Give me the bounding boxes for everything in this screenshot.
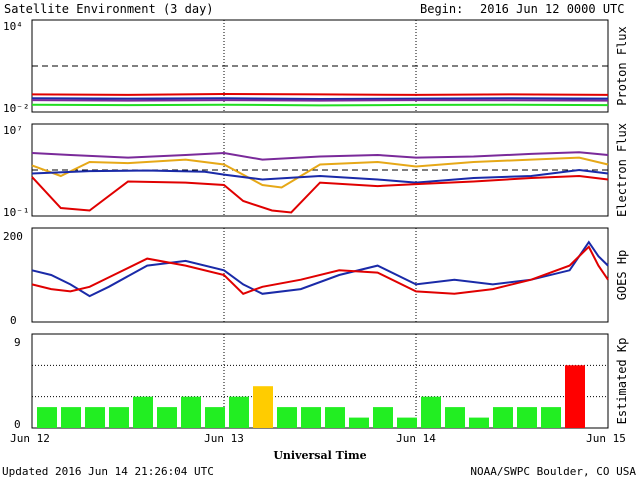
kp-bar bbox=[229, 396, 249, 428]
series-line-1 bbox=[31, 92, 609, 96]
series-line-3 bbox=[31, 99, 609, 102]
kp-bar bbox=[565, 365, 585, 428]
kp-bar bbox=[181, 396, 201, 428]
xtick-jun12: Jun 12 bbox=[10, 432, 50, 445]
kp-bar bbox=[301, 407, 321, 428]
kp-bar bbox=[517, 407, 537, 428]
series-line-4 bbox=[31, 103, 609, 107]
x-axis-label: Universal Time bbox=[273, 449, 366, 462]
hp-ytick-top: 200 bbox=[3, 230, 23, 243]
kp-ylabel: Estimated Kp bbox=[615, 338, 629, 425]
series-line-2 bbox=[31, 97, 609, 101]
electron-series bbox=[31, 124, 609, 216]
electron-ytick-bottom: 10⁻¹ bbox=[3, 206, 30, 219]
kp-bars bbox=[32, 334, 608, 428]
hp-panel: 200 0 GOES Hp bbox=[3, 227, 629, 327]
credit: NOAA/SWPC Boulder, CO USA bbox=[470, 465, 636, 478]
xtick-jun13: Jun 13 bbox=[204, 432, 244, 445]
kp-bar bbox=[157, 407, 177, 428]
proton-ytick-bottom: 10⁻² bbox=[3, 102, 30, 115]
begin-value: 2016 Jun 12 0000 UTC bbox=[480, 2, 625, 16]
kp-bar bbox=[349, 417, 369, 428]
kp-bar bbox=[493, 407, 513, 428]
kp-ytick-top: 9 bbox=[14, 336, 21, 349]
xtick-jun14: Jun 14 bbox=[396, 432, 436, 445]
series-line-1 bbox=[31, 151, 609, 161]
electron-panel: 10⁷ 10⁻¹ Electron Flux bbox=[3, 123, 629, 219]
proton-ytick-top: 10⁴ bbox=[3, 20, 23, 33]
kp-bar bbox=[61, 407, 81, 428]
electron-ylabel: Electron Flux bbox=[615, 123, 629, 217]
hp-ylabel: GOES Hp bbox=[615, 250, 629, 301]
kp-bar bbox=[445, 407, 465, 428]
series-line-2 bbox=[31, 156, 609, 189]
kp-bar bbox=[397, 417, 417, 428]
electron-ytick-top: 10⁷ bbox=[3, 124, 23, 137]
kp-bar bbox=[133, 396, 153, 428]
proton-series bbox=[31, 20, 609, 112]
kp-bar bbox=[469, 417, 489, 428]
kp-bar bbox=[37, 407, 57, 428]
kp-bar bbox=[109, 407, 129, 428]
hp-series bbox=[31, 228, 609, 322]
kp-bar bbox=[85, 407, 105, 428]
begin-label: Begin: bbox=[420, 2, 463, 16]
series-line-4 bbox=[31, 174, 609, 214]
kp-panel: 9 0 Estimated Kp bbox=[14, 333, 629, 431]
kp-ytick-bottom: 0 bbox=[14, 418, 21, 431]
proton-panel: 10⁴ 10⁻² Proton Flux bbox=[3, 19, 629, 115]
chart-title: Satellite Environment (3 day) bbox=[4, 2, 214, 16]
kp-bar bbox=[205, 407, 225, 428]
proton-ylabel: Proton Flux bbox=[615, 26, 629, 105]
kp-bar bbox=[325, 407, 345, 428]
updated-timestamp: Updated 2016 Jun 14 21:26:04 UTC bbox=[2, 465, 214, 478]
hp-frame bbox=[31, 227, 609, 323]
hp-ytick-bottom: 0 bbox=[10, 314, 17, 327]
kp-bar bbox=[253, 386, 273, 428]
xtick-jun15: Jun 15 bbox=[586, 432, 626, 445]
kp-bar bbox=[421, 396, 441, 428]
kp-bar bbox=[373, 407, 393, 428]
series-line-3 bbox=[31, 168, 609, 184]
kp-bar bbox=[541, 407, 561, 428]
series-line-2 bbox=[31, 245, 609, 295]
kp-bar bbox=[277, 407, 297, 428]
series-line-1 bbox=[31, 240, 609, 298]
